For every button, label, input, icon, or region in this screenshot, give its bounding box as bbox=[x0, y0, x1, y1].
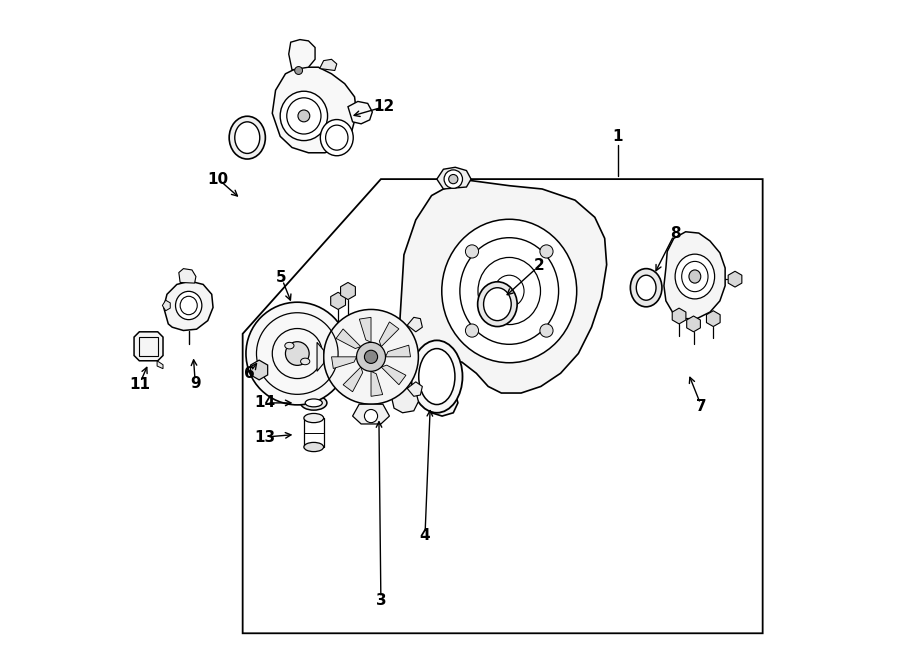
Polygon shape bbox=[436, 167, 471, 189]
Polygon shape bbox=[320, 59, 337, 71]
Polygon shape bbox=[385, 345, 410, 357]
Text: 1: 1 bbox=[613, 129, 623, 144]
Circle shape bbox=[540, 245, 554, 258]
Text: 2: 2 bbox=[534, 258, 544, 274]
Text: 14: 14 bbox=[254, 395, 274, 410]
Text: 8: 8 bbox=[670, 225, 680, 241]
Ellipse shape bbox=[675, 254, 715, 299]
Circle shape bbox=[449, 175, 458, 184]
Polygon shape bbox=[348, 101, 373, 124]
Ellipse shape bbox=[418, 348, 454, 405]
Polygon shape bbox=[340, 282, 356, 299]
Ellipse shape bbox=[235, 122, 260, 153]
Circle shape bbox=[465, 245, 479, 258]
Polygon shape bbox=[330, 292, 346, 309]
Ellipse shape bbox=[478, 282, 518, 327]
Polygon shape bbox=[379, 322, 399, 346]
Polygon shape bbox=[331, 357, 356, 368]
Ellipse shape bbox=[284, 342, 294, 349]
Polygon shape bbox=[359, 317, 371, 342]
Polygon shape bbox=[250, 360, 267, 380]
Circle shape bbox=[540, 324, 554, 337]
Ellipse shape bbox=[305, 399, 322, 407]
Circle shape bbox=[246, 302, 348, 405]
Ellipse shape bbox=[301, 358, 310, 365]
Ellipse shape bbox=[280, 91, 328, 141]
Ellipse shape bbox=[230, 116, 266, 159]
Text: 4: 4 bbox=[419, 528, 430, 543]
Ellipse shape bbox=[636, 275, 656, 300]
Polygon shape bbox=[353, 405, 390, 424]
Ellipse shape bbox=[483, 288, 511, 321]
Polygon shape bbox=[158, 361, 163, 369]
Circle shape bbox=[294, 67, 302, 75]
Ellipse shape bbox=[442, 219, 577, 363]
Ellipse shape bbox=[176, 292, 202, 320]
Polygon shape bbox=[164, 281, 213, 330]
Circle shape bbox=[465, 324, 479, 337]
Polygon shape bbox=[407, 382, 422, 397]
Ellipse shape bbox=[301, 396, 327, 410]
Polygon shape bbox=[687, 316, 700, 332]
Text: 11: 11 bbox=[129, 377, 149, 392]
Polygon shape bbox=[407, 317, 422, 332]
Polygon shape bbox=[728, 271, 742, 287]
Text: 7: 7 bbox=[696, 399, 706, 414]
Ellipse shape bbox=[298, 110, 310, 122]
Ellipse shape bbox=[304, 442, 324, 451]
Polygon shape bbox=[317, 342, 324, 371]
Polygon shape bbox=[664, 232, 725, 319]
Polygon shape bbox=[162, 300, 170, 311]
Circle shape bbox=[285, 342, 309, 366]
Polygon shape bbox=[371, 371, 382, 397]
Ellipse shape bbox=[688, 270, 701, 283]
Circle shape bbox=[364, 409, 378, 422]
Circle shape bbox=[364, 350, 378, 364]
Text: 13: 13 bbox=[254, 430, 274, 445]
Polygon shape bbox=[179, 268, 196, 283]
Polygon shape bbox=[134, 332, 163, 361]
Text: 10: 10 bbox=[208, 172, 229, 186]
Text: 5: 5 bbox=[276, 270, 287, 286]
Polygon shape bbox=[343, 367, 363, 392]
Polygon shape bbox=[382, 365, 406, 385]
Polygon shape bbox=[273, 67, 356, 153]
Circle shape bbox=[444, 170, 463, 188]
Circle shape bbox=[324, 309, 418, 405]
Polygon shape bbox=[392, 387, 418, 412]
Text: 3: 3 bbox=[375, 593, 386, 608]
Text: 6: 6 bbox=[244, 366, 255, 381]
Ellipse shape bbox=[304, 413, 324, 422]
Text: 12: 12 bbox=[374, 99, 395, 114]
Polygon shape bbox=[672, 308, 686, 324]
Ellipse shape bbox=[630, 268, 662, 307]
Text: 9: 9 bbox=[190, 375, 201, 391]
Ellipse shape bbox=[320, 120, 353, 156]
Polygon shape bbox=[706, 311, 720, 327]
Polygon shape bbox=[336, 329, 361, 348]
Polygon shape bbox=[289, 40, 315, 70]
Ellipse shape bbox=[411, 340, 463, 412]
Circle shape bbox=[356, 342, 385, 371]
Polygon shape bbox=[394, 180, 607, 416]
